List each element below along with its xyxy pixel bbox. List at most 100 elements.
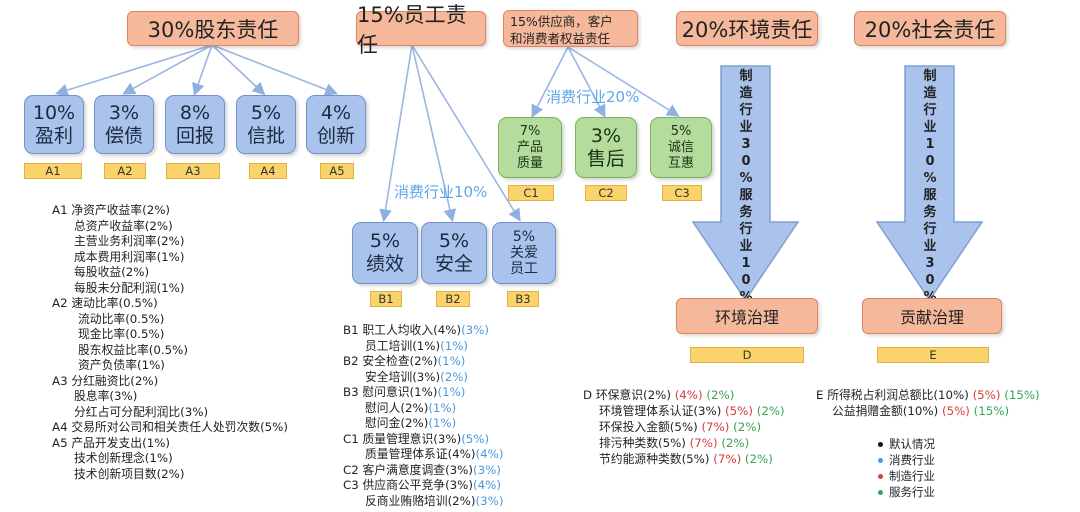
a-list-item: 总资产收益率(2%) [74, 218, 173, 233]
header-society: 20%社会责任 [854, 11, 1006, 46]
legend-dot [878, 457, 883, 463]
b-box-3-name1: 关爱 [510, 245, 538, 261]
c-box-3: 5% 诚信 互惠 [650, 117, 712, 178]
a-box-5: 4% 创新 [306, 95, 366, 154]
d-item-mfg: (7%) [689, 436, 718, 450]
a-list-item: 每股未分配利润(1%) [74, 280, 185, 295]
d-item-text: 环境管理体系认证(3%) [599, 404, 722, 418]
b-box-2: 5% 安全 [421, 222, 487, 284]
bc-item-text: 慰问金(2%) [365, 416, 429, 430]
header-environment: 20%环境责任 [676, 11, 818, 46]
d-list-item: 排污种类数(5%) (7%) (2%) [599, 436, 749, 452]
a-box-3-pct: 8% [179, 101, 211, 124]
env-char: 造 [739, 86, 753, 101]
a-list-item: 现金比率(0.5%) [78, 327, 165, 341]
bc-list-item: C2 客户满意度调查(3%)(3%) [343, 463, 501, 479]
e-item-svc: (15%) [1004, 388, 1040, 402]
tag-d: D [690, 347, 804, 363]
a-list-item: 技术创新理念(1%) [74, 451, 173, 465]
d-item-mfg: (7%) [701, 420, 730, 434]
header-supplier: 15%供应商，客户 和消费者权益责任 [503, 10, 638, 47]
a-list-item: 资产负债率(1%) [78, 358, 165, 372]
bc-item-consumer: (3%) [473, 462, 501, 477]
c-box-2: 3% 售后 [575, 117, 637, 178]
a-list-item: A4 交易所对公司和相关责任人处罚次数(5%) [52, 420, 288, 434]
d-list-item: 环保投入金额(5%) (7%) (2%) [599, 420, 761, 436]
bc-list-item: C1 质量管理意识(3%)(5%) [343, 432, 489, 448]
bc-list-item: 安全培训(3%)(2%) [365, 370, 468, 386]
soc-char: 0 [925, 273, 935, 288]
a-box-4-pct: 5% [250, 101, 282, 124]
env-char: 务 [739, 205, 753, 220]
bc-item-consumer: (3%) [461, 323, 489, 337]
d-list-item: D 环保意识(2%) (4%) (2%) [583, 388, 734, 404]
bc-item-consumer: (2%) [440, 369, 469, 384]
soc-char: 务 [923, 205, 937, 220]
env-char: 业 [739, 239, 753, 254]
soc-char: 造 [923, 86, 937, 101]
bc-item-consumer: (1%) [428, 416, 457, 430]
a-list-item: A5 产品开发支出(1%) [52, 435, 171, 450]
bc-list-item: B1 职工人均收入(4%)(3%) [343, 323, 489, 339]
label-consumer-c: 消费行业20% [546, 88, 640, 106]
e-item-text: E 所得税占利润总额比(10%) [816, 388, 969, 402]
d-item-svc: (2%) [744, 452, 773, 466]
e-list-item: E 所得税占利润总额比(10%) (5%) (15%) [816, 388, 1040, 404]
bc-list-item: 慰问金(2%)(1%) [365, 416, 456, 432]
d-list-item: 节约能源种类数(5%) (7%) (2%) [599, 452, 773, 468]
a-list-item: 每股收益(2%) [74, 265, 150, 279]
bc-item-text: C3 供应商公平竞争(3%) [343, 478, 473, 492]
bc-item-consumer: (4%) [473, 478, 501, 492]
c-box-1: 7% 产品 质量 [498, 117, 562, 178]
tag-a1: A1 [24, 163, 82, 179]
d-item-mfg: (7%) [713, 452, 742, 466]
legend-label: 默认情况 [889, 437, 935, 451]
bc-item-text: B2 安全检查(2%) [343, 354, 438, 368]
a-box-2-pct: 3% [108, 101, 140, 124]
a-box-5-pct: 4% [320, 101, 352, 124]
governance-society: 贡献治理 [862, 298, 1002, 334]
env-char: 制 [739, 69, 753, 84]
bc-list-item: C3 供应商公平竞争(3%)(4%) [343, 478, 501, 494]
header-employee: 15%员工责任 [356, 3, 486, 57]
soc-char: 服 [923, 188, 937, 203]
c-box-1-name1: 产品 [516, 139, 543, 155]
bc-item-consumer: (1%) [428, 400, 457, 415]
legend-item-service: 服务行业 [878, 484, 935, 500]
env-char: 行 [739, 103, 753, 118]
header-supplier-line1: 15%供应商，客户 [510, 14, 613, 29]
env-char: 3 [741, 137, 751, 152]
b-box-3-name2: 员工 [510, 261, 538, 277]
soc-char: 3 [925, 256, 935, 271]
a-list-item: 股东权益比率(0.5%) [78, 342, 188, 357]
a-list-item: 成本费用利润率(1%) [74, 249, 185, 264]
a-list-item: A1 净资产收益率(2%) [52, 203, 171, 217]
a-box-3-name: 回报 [175, 124, 214, 147]
d-item-text: 节约能源种类数(5%) [599, 452, 710, 466]
e-item-svc: (15%) [973, 404, 1010, 418]
soc-char: 业 [923, 120, 937, 135]
soc-char: 制 [923, 69, 937, 84]
d-item-svc: (2%) [706, 388, 735, 402]
environment-arrow [691, 65, 800, 302]
env-char: % [739, 171, 753, 186]
env-char: 业 [739, 120, 753, 135]
e-item-text: 公益捐赠金额(10%) [832, 404, 939, 418]
tag-c2: C2 [585, 185, 627, 201]
c-box-3-name2: 互惠 [667, 155, 694, 171]
a-box-2-name: 偿债 [104, 124, 143, 147]
bc-item-consumer: (1%) [437, 385, 466, 399]
legend-label: 服务行业 [889, 485, 935, 499]
env-char: 行 [739, 222, 753, 237]
bc-list-item: 慰问人(2%)(1%) [365, 401, 456, 417]
e-item-mfg: (5%) [941, 404, 970, 418]
b-box-1: 5% 绩效 [352, 222, 418, 284]
b-box-2-name: 安全 [434, 253, 473, 275]
c-box-2-pct: 3% [590, 124, 622, 147]
bc-item-text: B1 职工人均收入(4%) [343, 323, 462, 337]
env-char: 服 [739, 188, 753, 203]
bc-list-item: B2 安全检查(2%)(1%) [343, 354, 465, 370]
c-box-3-pct: 5% [670, 123, 692, 139]
tag-b3: B3 [507, 291, 539, 307]
env-char: 0 [741, 154, 751, 169]
